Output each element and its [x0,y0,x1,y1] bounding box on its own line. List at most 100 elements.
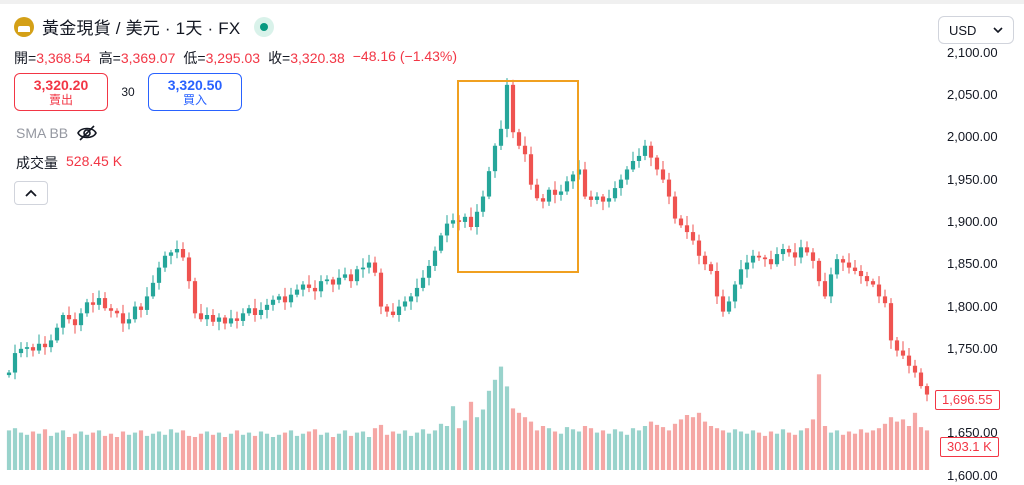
candle-body [750,255,756,263]
indicator-label[interactable]: SMA BB [16,125,69,141]
volume-bar [306,431,312,470]
candle-body [762,257,768,260]
candle-body [876,284,882,297]
volume-bar [414,432,420,470]
volume-bar [672,423,678,470]
sell-button[interactable]: 3,320.20 賣出 [14,73,108,111]
volume-bar [558,433,564,470]
buy-price: 3,320.50 [167,77,223,93]
symbol-title[interactable]: 黃金現貨 / 美元 · 1天 · FX [42,19,241,38]
candle-body [132,306,138,320]
candle-body [258,309,264,315]
volume-bar [816,374,822,470]
candle-body [396,306,402,315]
candle-body [150,282,156,297]
candle-body [6,372,12,376]
candle-body [252,308,258,315]
volume-bar [102,435,108,470]
candle-body [432,250,438,266]
candle-body [246,308,252,314]
candle-body [504,84,510,129]
volume-bar [156,431,162,470]
candle-body [54,327,60,341]
collapse-legend-button[interactable] [14,181,48,205]
volume-bar [540,426,546,470]
y-tick-label: 1,850.00 [947,256,998,272]
volume-bar [366,437,372,470]
volume-bar [876,428,882,470]
candle-body [462,216,468,222]
close-label: 收= [268,50,291,66]
candle-body [324,279,330,282]
candle-body [408,296,414,302]
candle-body [678,218,684,226]
volume-bar [750,430,756,470]
volume-bar [780,429,786,470]
candle-body [78,313,84,326]
candle-body [912,365,918,373]
candle-body [174,249,180,253]
candle-body [420,277,426,288]
spread-value: 30 [121,85,135,99]
candle-body [216,317,222,322]
candle-body [732,284,738,302]
volume-bar [888,417,894,470]
volume-bar [564,427,570,470]
candle-body [552,189,558,195]
y-tick-label: 2,050.00 [947,87,998,102]
candle-body [378,272,384,307]
volume-bar [912,412,918,470]
volume-bar [258,431,264,470]
eye-off-icon[interactable] [76,124,98,142]
volume-bar [360,431,366,470]
volume-bar [498,366,504,470]
candle-body [522,145,528,155]
candle-body [162,255,168,268]
volume-bar [222,437,228,470]
low-label: 低= [183,50,206,66]
candle-body [444,223,450,236]
candle-body [222,317,228,324]
volume-bar [174,432,180,470]
volume-bar [636,430,642,470]
volume-bar [720,430,726,470]
ohlc-legend: 開=3,368.54 高=3,369.07 低=3,295.03 收=3,320… [14,48,457,68]
buy-button[interactable]: 3,320.50 買入 [148,73,242,111]
candle-body [714,271,720,297]
volume-bar [834,430,840,470]
volume-bar [726,432,732,470]
candle-body [204,315,210,320]
volume-bar [282,432,288,470]
volume-bar [300,433,306,470]
candle-body [108,308,114,311]
highlight-box [457,80,579,273]
volume-bar [180,430,186,470]
candle-body [744,262,750,270]
candle-body [198,313,204,320]
candle-body [240,313,246,321]
candle-body [810,252,816,261]
candle-body [90,302,96,305]
candle-body [606,198,612,202]
y-tick-label: 1,750.00 [947,340,998,356]
volume-bar [744,433,750,470]
candle-body [558,191,564,195]
sell-label: 賣出 [48,93,73,107]
volume-bar [612,429,618,470]
candle-body [426,265,432,278]
currency-select[interactable]: USD [938,16,1014,44]
candle-body [318,281,324,292]
candle-body [720,296,726,312]
volume-bar [756,432,762,470]
candle-body [300,284,306,290]
candle-body [360,267,366,270]
volume-bar [96,430,102,470]
volume-label[interactable]: 成交量 [16,155,58,171]
candle-body [624,169,630,180]
volume-bar [738,431,744,470]
candle-body [666,179,672,197]
candle-body [354,269,360,282]
candle-body [924,386,930,395]
y-tick-label: 2,000.00 [947,129,998,145]
